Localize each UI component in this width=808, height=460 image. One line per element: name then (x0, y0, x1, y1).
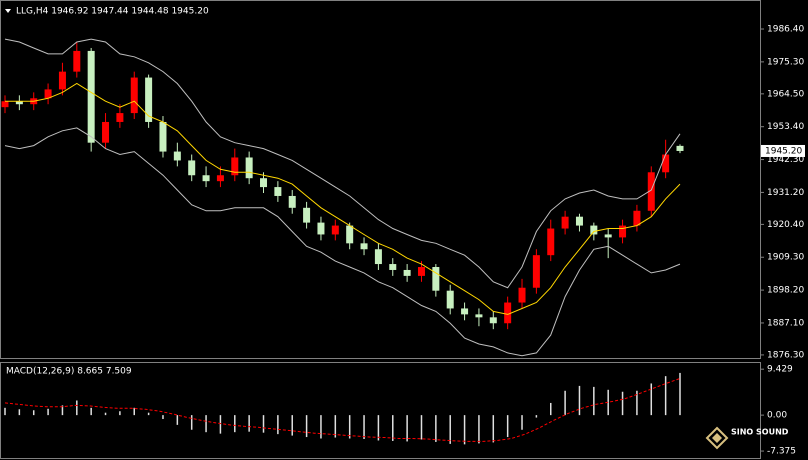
candle-body (15, 101, 23, 105)
y-tick-label: 1975.30 (767, 57, 804, 67)
candle-body (403, 269, 411, 276)
candle-body (202, 175, 210, 182)
candle-body (173, 151, 181, 161)
candle-body (662, 154, 670, 173)
candle-body (446, 290, 454, 309)
main-pane (0, 0, 761, 359)
candle-body (159, 121, 167, 152)
logo: SINO SOUND (705, 426, 789, 450)
candle-body (532, 255, 540, 288)
candle-body (360, 243, 368, 250)
candle-body (619, 225, 627, 238)
candle-body (87, 50, 95, 143)
candle-body (346, 225, 354, 244)
candle-body (461, 308, 469, 315)
last-price-box (761, 144, 805, 157)
candle-body (317, 222, 325, 235)
candle-body (561, 216, 569, 229)
y-tick-label: 1876.30 (767, 350, 804, 360)
collapse-icon[interactable] (5, 9, 11, 13)
candle-body (590, 225, 598, 235)
candle-body (288, 195, 296, 208)
candle-body (504, 302, 512, 324)
y-tick-label: 1953.40 (767, 122, 804, 132)
candle-body (676, 145, 684, 151)
candle-body (116, 113, 124, 122)
candle-body (604, 234, 612, 238)
candle-body (260, 178, 268, 188)
last-price-label: 1945.20 (765, 146, 802, 156)
logo-text: SINO SOUND (731, 428, 789, 437)
candle-body (274, 187, 282, 196)
y-tick-label: 1887.10 (767, 318, 804, 328)
candle-body (216, 175, 224, 182)
y-tick-label: 9.429 (767, 365, 793, 375)
macd-title: MACD(12,26,9) 8.665 7.509 (6, 367, 132, 377)
overlay-line (4, 127, 681, 357)
candle-body (245, 157, 253, 179)
overlay-line (5, 82, 681, 315)
y-tick-label: 1931.20 (767, 188, 804, 198)
candle-body (489, 317, 497, 324)
candle-body (231, 157, 239, 176)
logo-icon-core (712, 433, 722, 443)
candle-body (130, 77, 138, 114)
y-tick-label: -7.375 (767, 447, 796, 457)
overlay-line (4, 38, 681, 289)
candle-body (389, 264, 397, 270)
logo-icon (705, 426, 729, 450)
y-tick-label: 1909.30 (767, 253, 804, 263)
candle-body (303, 207, 311, 223)
candle-body (374, 249, 382, 265)
y-tick-label: 1964.50 (767, 89, 804, 99)
macd-pane (0, 362, 761, 459)
candle-body (547, 228, 555, 256)
candle-body (1, 101, 9, 108)
y-tick-label: 1942.30 (767, 155, 804, 165)
candle-body (633, 210, 641, 226)
y-tick-label: 1920.40 (767, 220, 804, 230)
candle-body (188, 160, 196, 176)
candle-body (575, 216, 583, 226)
candle-body (647, 172, 655, 211)
candle-body (417, 267, 425, 276)
y-tick-label: 1898.20 (767, 286, 804, 296)
y-tick-label: 0.00 (767, 411, 787, 421)
candle-body (73, 50, 81, 72)
candle-body (145, 77, 153, 122)
candle-body (102, 121, 110, 143)
chart-title: LLG,H4 1946.92 1947.44 1944.48 1945.20 (16, 7, 209, 17)
signal-line (4, 378, 681, 442)
candle-body (518, 287, 526, 303)
candle-body (475, 314, 483, 318)
candle-body (331, 225, 339, 235)
candle-body (58, 71, 66, 90)
y-tick-label: 1986.40 (767, 25, 804, 35)
candle-body (432, 267, 440, 291)
candle-body (44, 89, 52, 99)
